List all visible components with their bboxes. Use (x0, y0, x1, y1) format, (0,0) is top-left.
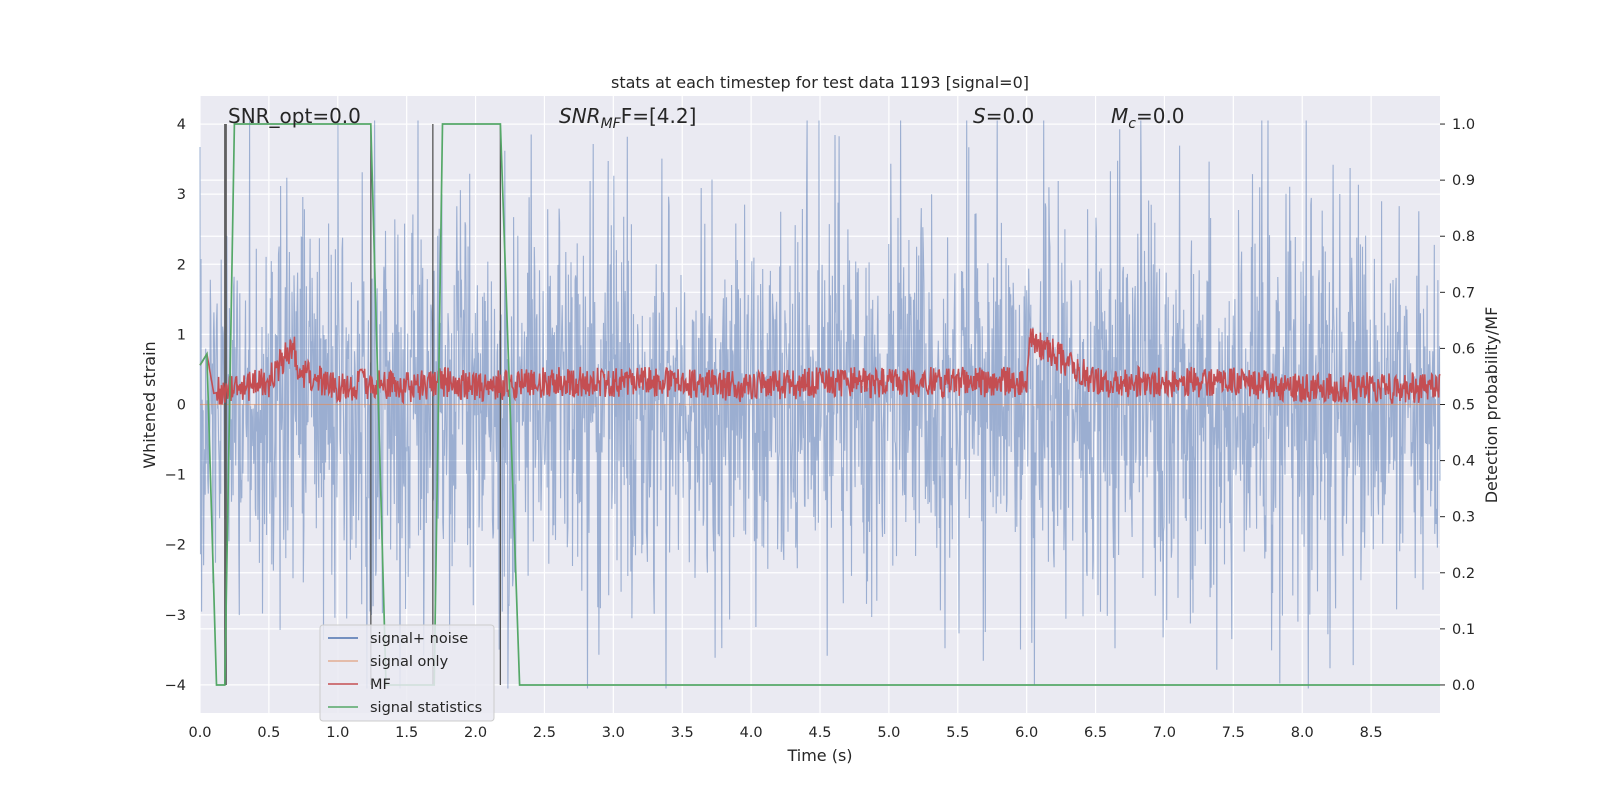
chart-title: stats at each timestep for test data 119… (611, 73, 1029, 92)
y-tick-label: 0 (177, 398, 186, 414)
signal-plus-noise-line (199, 120, 1441, 689)
y-tick-label: 4 (177, 117, 186, 133)
x-tick-label: 8.0 (1291, 725, 1314, 741)
annotation-mc-main: M (1111, 104, 1128, 128)
y-tick-label: −4 (165, 678, 186, 694)
x-tick-label: 7.5 (1222, 725, 1245, 741)
y-tick-label: 2 (177, 257, 186, 273)
axes: 0.0 0.5 1.0 1.5 2.0 2.5 3.0 3.5 4.0 4.5 5.0 5.5 6.0 6… (165, 117, 1475, 741)
y-tick-label: −2 (165, 538, 186, 554)
annotation-s: S=0.0 (973, 104, 1034, 128)
x-tick-label: 1.5 (395, 725, 418, 741)
x-tick-label: 1.0 (326, 725, 349, 741)
annotation-mc: Mc=0.0 (1111, 104, 1185, 132)
y-tick-label: 1 (177, 327, 186, 343)
signal-statistics-line (199, 123, 1440, 686)
y2-tick-label: 0.2 (1452, 566, 1475, 582)
annotation-snr-mf-tail: F=[4.2] (621, 104, 697, 128)
x-tick-label: 0.5 (257, 725, 280, 741)
y2-tick-label: 0.1 (1452, 622, 1475, 638)
x-tick-label: 4.5 (808, 725, 831, 741)
y2-tick-label: 0.9 (1452, 173, 1475, 189)
x-tick-label: 2.5 (533, 725, 556, 741)
y2-tick-label: 0.3 (1452, 510, 1475, 526)
legend: signal+ noise signal only MF signal stat… (319, 624, 495, 722)
y2-tick-label: 0.4 (1452, 454, 1475, 470)
y2-tick-label: 0.0 (1452, 678, 1475, 694)
annotation-snr-opt: SNR_opt=0.0 (228, 104, 361, 128)
x-tick-label: 6.0 (1015, 725, 1038, 741)
x-tick-label: 5.5 (946, 725, 969, 741)
y-tick-label: −1 (165, 468, 186, 484)
legend-label-signal-plus-noise: signal+ noise (370, 631, 468, 647)
series-signal-statistics (199, 123, 1440, 686)
x-tick-label: 8.5 (1360, 725, 1383, 741)
x-axis-label: Time (s) (786, 746, 852, 765)
y-axis-label: Whitened strain (140, 341, 159, 468)
x-tick-label: 7.0 (1153, 725, 1176, 741)
annotation-snr-mf-sub: MF (601, 116, 622, 132)
annotation-mc-sub: c (1128, 116, 1136, 132)
x-tick-label: 3.5 (671, 725, 694, 741)
legend-label-mf: MF (370, 677, 391, 693)
y2-tick-label: 0.5 (1452, 398, 1475, 414)
y2-axis-label: Detection probability/MF (1482, 307, 1501, 504)
x-tick-label: 6.5 (1084, 725, 1107, 741)
y-tick-label: 3 (177, 187, 186, 203)
x-tick-label: 0.0 (188, 725, 211, 741)
series-mf (199, 328, 1441, 405)
x-tick-label: 3.0 (602, 725, 625, 741)
legend-label-signal-only: signal only (370, 654, 449, 670)
annotation-s-tail: =0.0 (986, 104, 1035, 128)
annotation-snr-mf-main: SNR (559, 104, 601, 128)
annotation-snr-mf: SNRMFF=[4.2] (559, 104, 696, 132)
series-signal-plus-noise (199, 120, 1441, 689)
x-tick-label: 5.0 (877, 725, 900, 741)
y2-tick-label: 0.7 (1452, 285, 1475, 301)
y2-tick-label: 0.6 (1452, 341, 1475, 357)
x-tick-label: 2.0 (464, 725, 487, 741)
x-tick-label: 4.0 (740, 725, 763, 741)
mf-line (199, 328, 1441, 405)
annotation-s-main: S (973, 104, 986, 128)
y2-tick-label: 1.0 (1452, 117, 1475, 133)
annotation-mc-tail: =0.0 (1136, 104, 1185, 128)
legend-label-signal-statistics: signal statistics (370, 700, 482, 716)
y-tick-label: −3 (165, 608, 186, 624)
legend-box (319, 624, 495, 722)
y2-tick-label: 0.8 (1452, 229, 1475, 245)
